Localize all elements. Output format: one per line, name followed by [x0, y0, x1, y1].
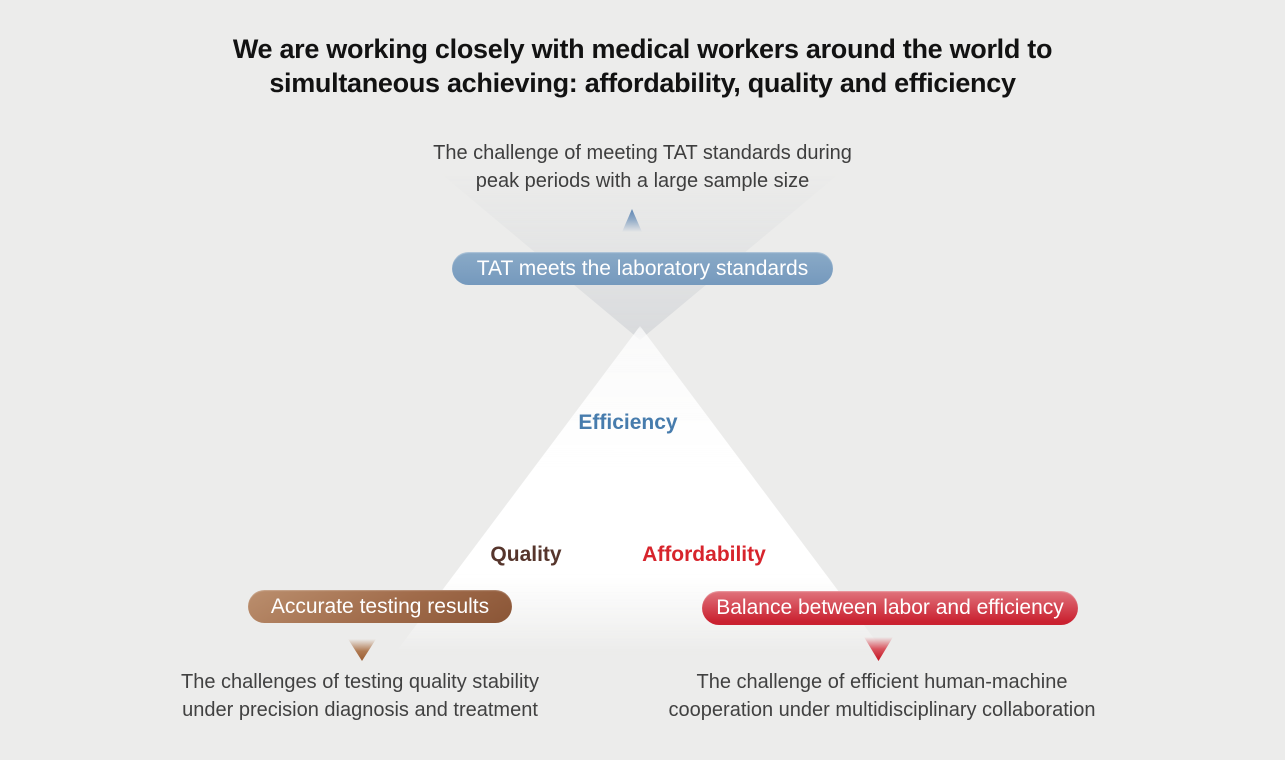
- efficiency-pill: TAT meets the laboratory standards: [452, 252, 833, 285]
- affordability-description: The challenge of efficient human-machine…: [660, 668, 1104, 724]
- efficiency-description: The challenge of meeting TAT standards d…: [0, 139, 1285, 195]
- affordability-description-line1: The challenge of efficient human-machine: [696, 671, 1068, 693]
- triangle-label-affordability: Affordability: [642, 543, 766, 566]
- efficiency-description-line2: peak periods with a large sample size: [475, 170, 810, 192]
- efficiency-description-line1: The challenge of meeting TAT standards d…: [433, 142, 852, 164]
- efficiency-underline-dash: [613, 448, 643, 452]
- quality-description-line1: The challenges of testing quality stabil…: [181, 671, 539, 693]
- page-title: We are working closely with medical work…: [0, 32, 1285, 100]
- efficiency-pill-label: TAT meets the laboratory standards: [476, 256, 809, 280]
- triangle-label-quality: Quality: [490, 543, 562, 566]
- affordability-pill: Balance between labor and efficiency: [702, 591, 1078, 625]
- page-title-line1: We are working closely with medical work…: [232, 34, 1053, 64]
- quality-pill-label: Accurate testing results: [270, 594, 490, 618]
- page-title-line2: simultaneous achieving: affordability, q…: [269, 68, 1016, 98]
- quality-pill: Accurate testing results: [248, 590, 512, 623]
- quality-description: The challenges of testing quality stabil…: [160, 668, 560, 724]
- triangle-label-efficiency: Efficiency: [578, 411, 678, 434]
- affordability-pill-label: Balance between labor and efficiency: [716, 596, 1064, 619]
- down-arrow-icon: [348, 639, 376, 661]
- quality-description-line2: under precision diagnosis and treatment: [182, 699, 538, 721]
- affordability-description-line2: cooperation under multidisciplinary coll…: [668, 699, 1096, 721]
